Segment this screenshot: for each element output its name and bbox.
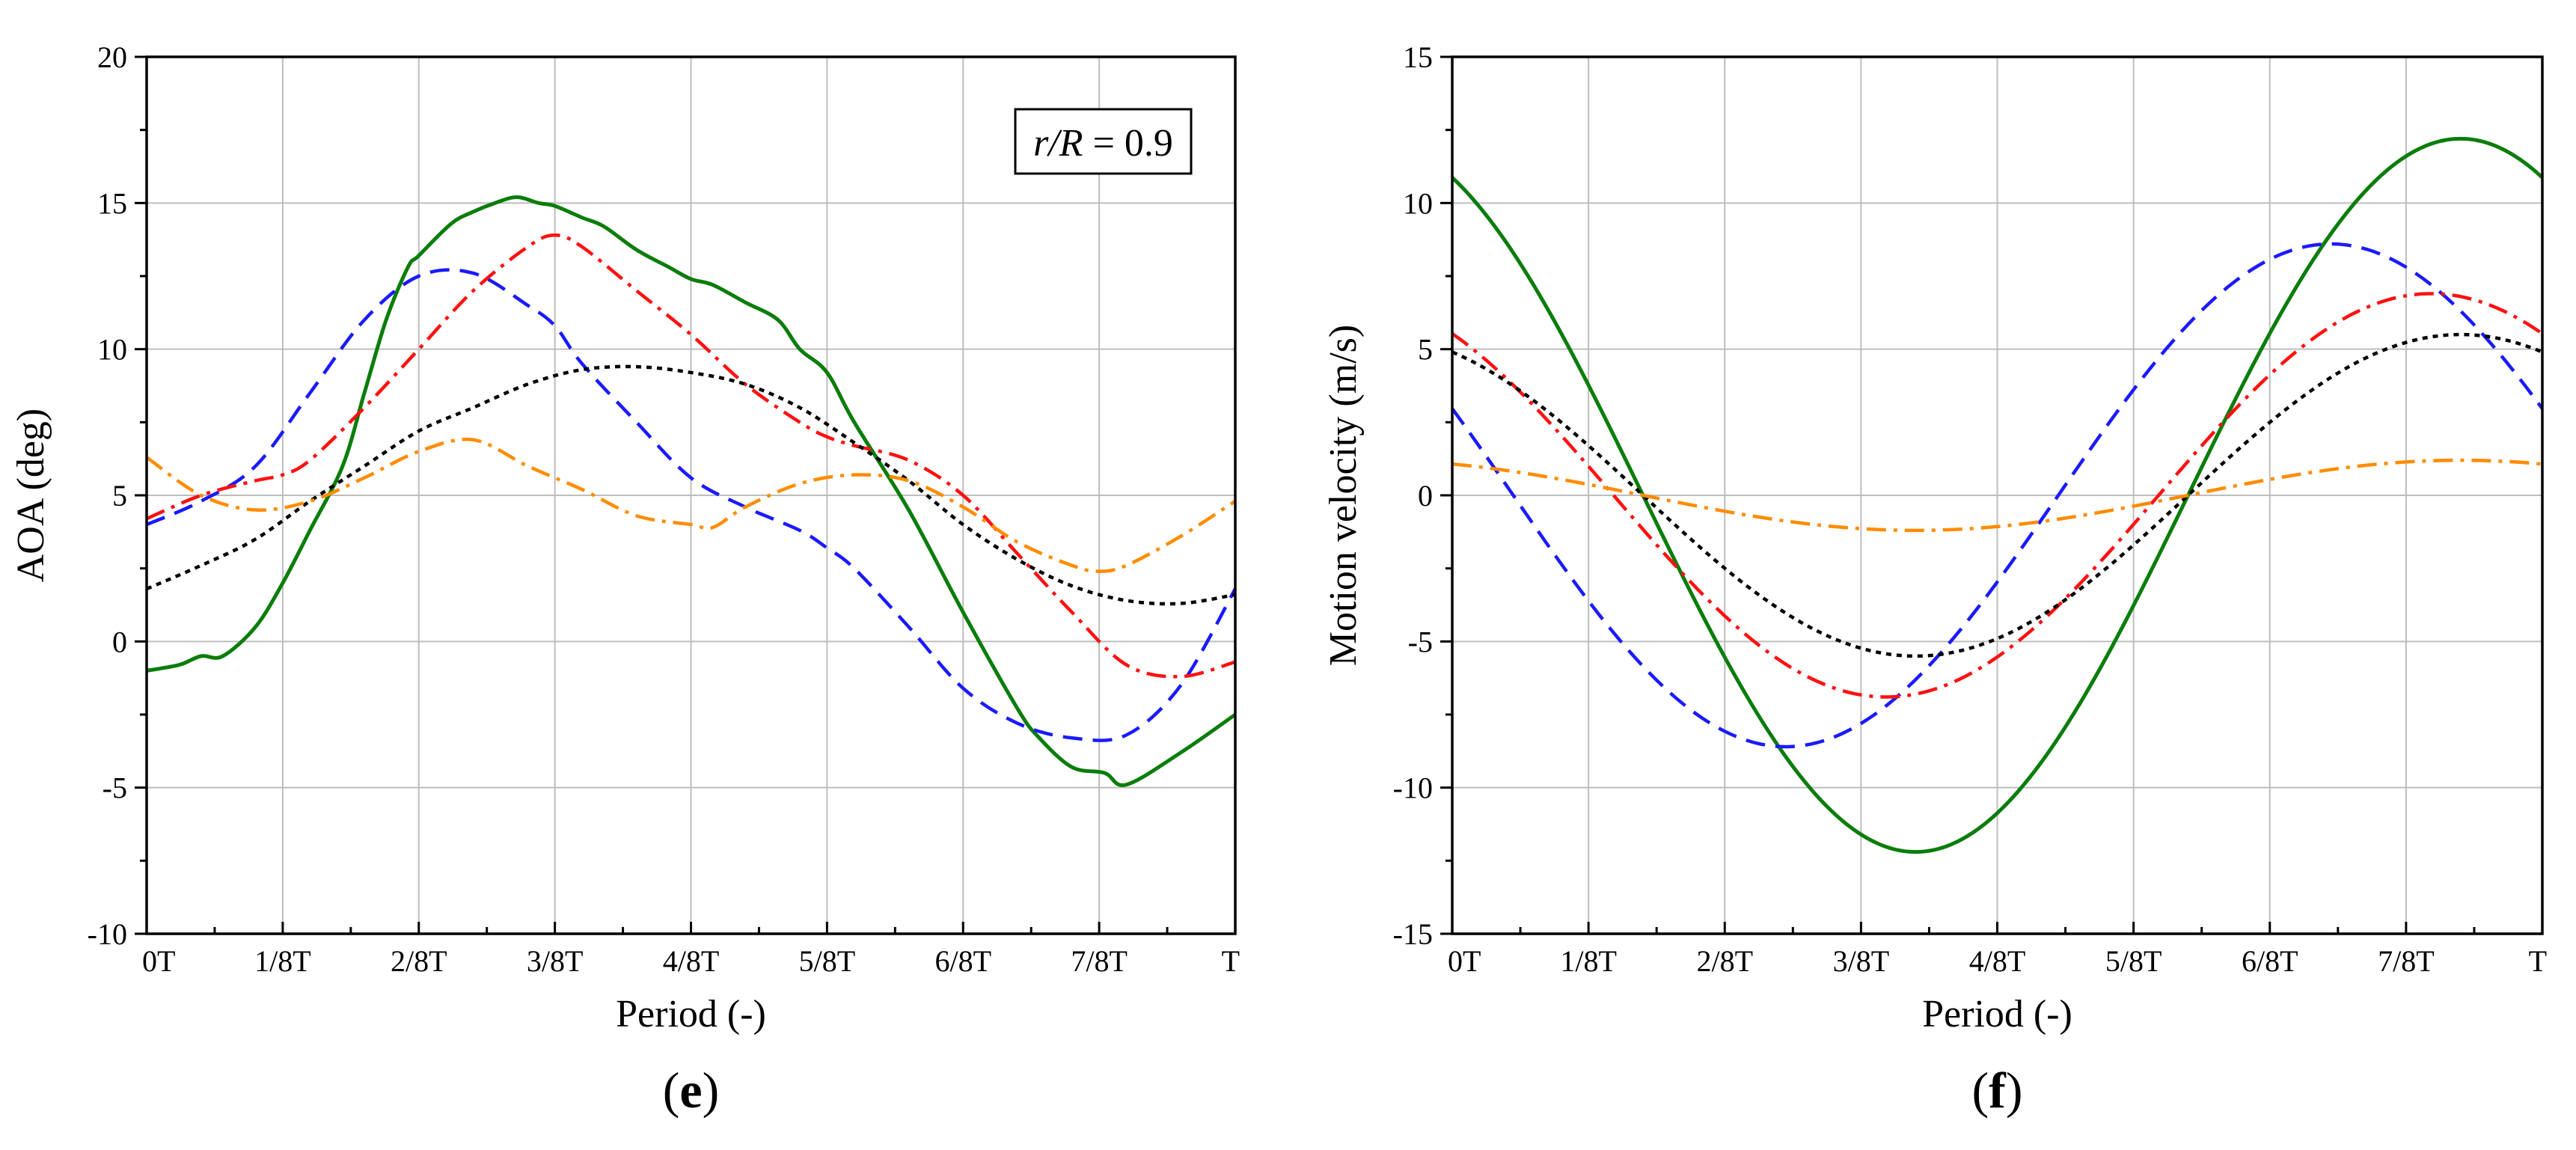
x-tick-label: 5/8T xyxy=(2105,944,2162,978)
x-tick-label: 0T xyxy=(142,944,175,978)
x-tick-label: 3/8T xyxy=(1833,944,1890,978)
y-tick-label: 15 xyxy=(1403,40,1433,74)
panel-label: (f) xyxy=(1972,1062,2023,1119)
x-axis-label: Period (-) xyxy=(1922,993,2072,1036)
y-tick-label: 10 xyxy=(1403,186,1433,220)
series-line-green xyxy=(147,195,1235,788)
x-tick-label: 5/8T xyxy=(799,944,856,978)
annotation-box xyxy=(1014,108,1193,175)
annotation-text: r/R = 0.9 xyxy=(1033,122,1173,165)
series-line-black xyxy=(147,364,1235,606)
series-line-green xyxy=(1452,136,2542,854)
series-line-blue xyxy=(147,268,1235,742)
series-line-orange xyxy=(1452,458,2542,533)
y-tick-label: -5 xyxy=(1408,625,1433,658)
y-axis-label: Motion velocity (m/s) xyxy=(1322,325,1365,666)
y-tick-label: 10 xyxy=(97,333,127,367)
x-tick-label: 2/8T xyxy=(391,944,447,978)
x-tick-label: 4/8T xyxy=(663,944,720,978)
y-tick-label: 5 xyxy=(1418,333,1433,367)
x-tick-label: 6/8T xyxy=(934,944,991,978)
series-line-red xyxy=(1452,292,2542,699)
series-line-red xyxy=(147,233,1235,679)
chart-panel-e: 0T 1/8T 2/8T 3/8T 4/8T 5/8T 6/8T 7/8T T -10 -5 0 5 10… xyxy=(10,40,1240,1119)
y-tick-label: 20 xyxy=(97,40,127,74)
chart-panel-f: 0T 1/8T 2/8T 3/8T 4/8T 5/8T 6/8T 7/8T T -15 -10 -5 0… xyxy=(1322,40,2547,1119)
x-tick-label: 1/8T xyxy=(1560,944,1617,978)
series-group xyxy=(1452,136,2542,854)
x-tick-label: 2/8T xyxy=(1696,944,1753,978)
series-line-blue xyxy=(1452,242,2542,749)
y-tick-label: 5 xyxy=(112,479,127,513)
x-tick-label: 7/8T xyxy=(1071,944,1128,978)
x-tick-label: 4/8T xyxy=(1969,944,2026,978)
x-axis-label: Period (-) xyxy=(616,993,766,1036)
x-tick-label: 6/8T xyxy=(2242,944,2298,978)
series-line-orange xyxy=(147,437,1235,573)
y-tick-label: -5 xyxy=(103,771,127,805)
x-tick-label: 3/8T xyxy=(527,944,584,978)
y-axis-label: AOA (deg) xyxy=(10,409,52,583)
y-tick-label: -10 xyxy=(88,917,127,951)
x-tick-label: T xyxy=(2529,944,2547,978)
x-tick-label: 7/8T xyxy=(2378,944,2435,978)
y-tick-label: 0 xyxy=(112,625,127,658)
panel-label: (e) xyxy=(663,1062,720,1119)
x-tick-label: 0T xyxy=(1448,944,1481,978)
y-tick-label: -15 xyxy=(1393,917,1433,951)
x-tick-label: T xyxy=(1222,944,1240,978)
y-tick-label: 0 xyxy=(1418,479,1433,513)
y-tick-label: 15 xyxy=(97,186,127,220)
x-tick-label: 1/8T xyxy=(254,944,311,978)
series-group xyxy=(147,195,1235,788)
y-tick-label: -10 xyxy=(1393,771,1433,805)
